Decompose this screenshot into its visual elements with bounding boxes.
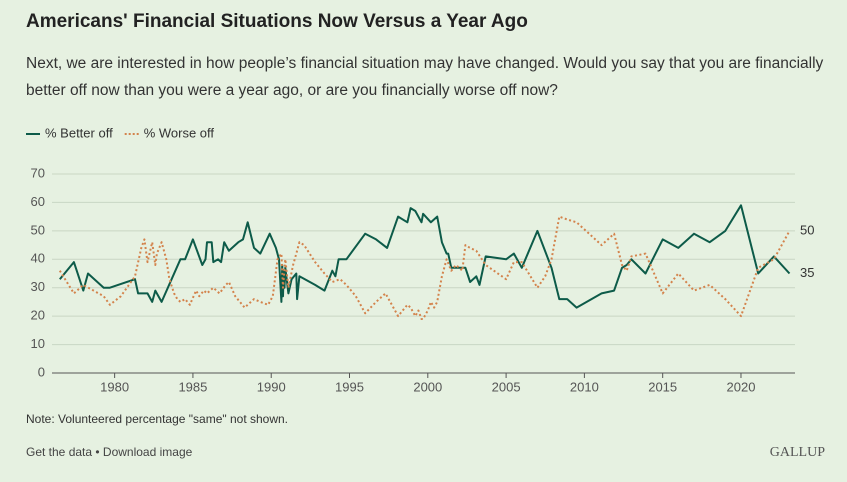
- x-tick-label: 2010: [570, 379, 599, 394]
- y-tick-label: 10: [31, 336, 45, 351]
- end-label: 50: [800, 222, 814, 237]
- y-tick-label: 70: [31, 165, 45, 180]
- chart-note: Note: Volunteered percentage "same" not …: [26, 412, 288, 426]
- x-tick-label: 2015: [648, 379, 677, 394]
- chart-subtitle: Next, we are interested in how people’s …: [26, 55, 824, 99]
- y-tick-label: 0: [38, 364, 45, 379]
- x-tick-label: 2020: [727, 379, 756, 394]
- subtitle-box: Next, we are interested in how people’s …: [26, 55, 824, 99]
- x-tick-label: 1990: [257, 379, 286, 394]
- x-tick-label: 1995: [335, 379, 364, 394]
- y-tick-label: 40: [31, 251, 45, 266]
- series-line: [59, 204, 791, 309]
- brand-logo: GALLUP: [770, 445, 825, 460]
- y-tick-label: 50: [31, 222, 45, 237]
- x-tick-label: 1985: [178, 379, 207, 394]
- y-tick-label: 30: [31, 279, 45, 294]
- y-tick-label: 60: [31, 194, 45, 209]
- footer-links[interactable]: Get the data • Download image: [26, 445, 193, 459]
- y-tick-label: 20: [31, 308, 45, 323]
- x-tick-label: 1980: [100, 379, 129, 394]
- x-tick-label: 2000: [413, 379, 442, 394]
- end-label: 35: [800, 265, 814, 280]
- legend-label: % Worse off: [144, 125, 215, 140]
- series-line: [58, 215, 791, 320]
- legend-label: % Better off: [45, 125, 113, 140]
- x-tick-label: 2005: [492, 379, 521, 394]
- chart-title: Americans' Financial Situations Now Vers…: [26, 11, 528, 32]
